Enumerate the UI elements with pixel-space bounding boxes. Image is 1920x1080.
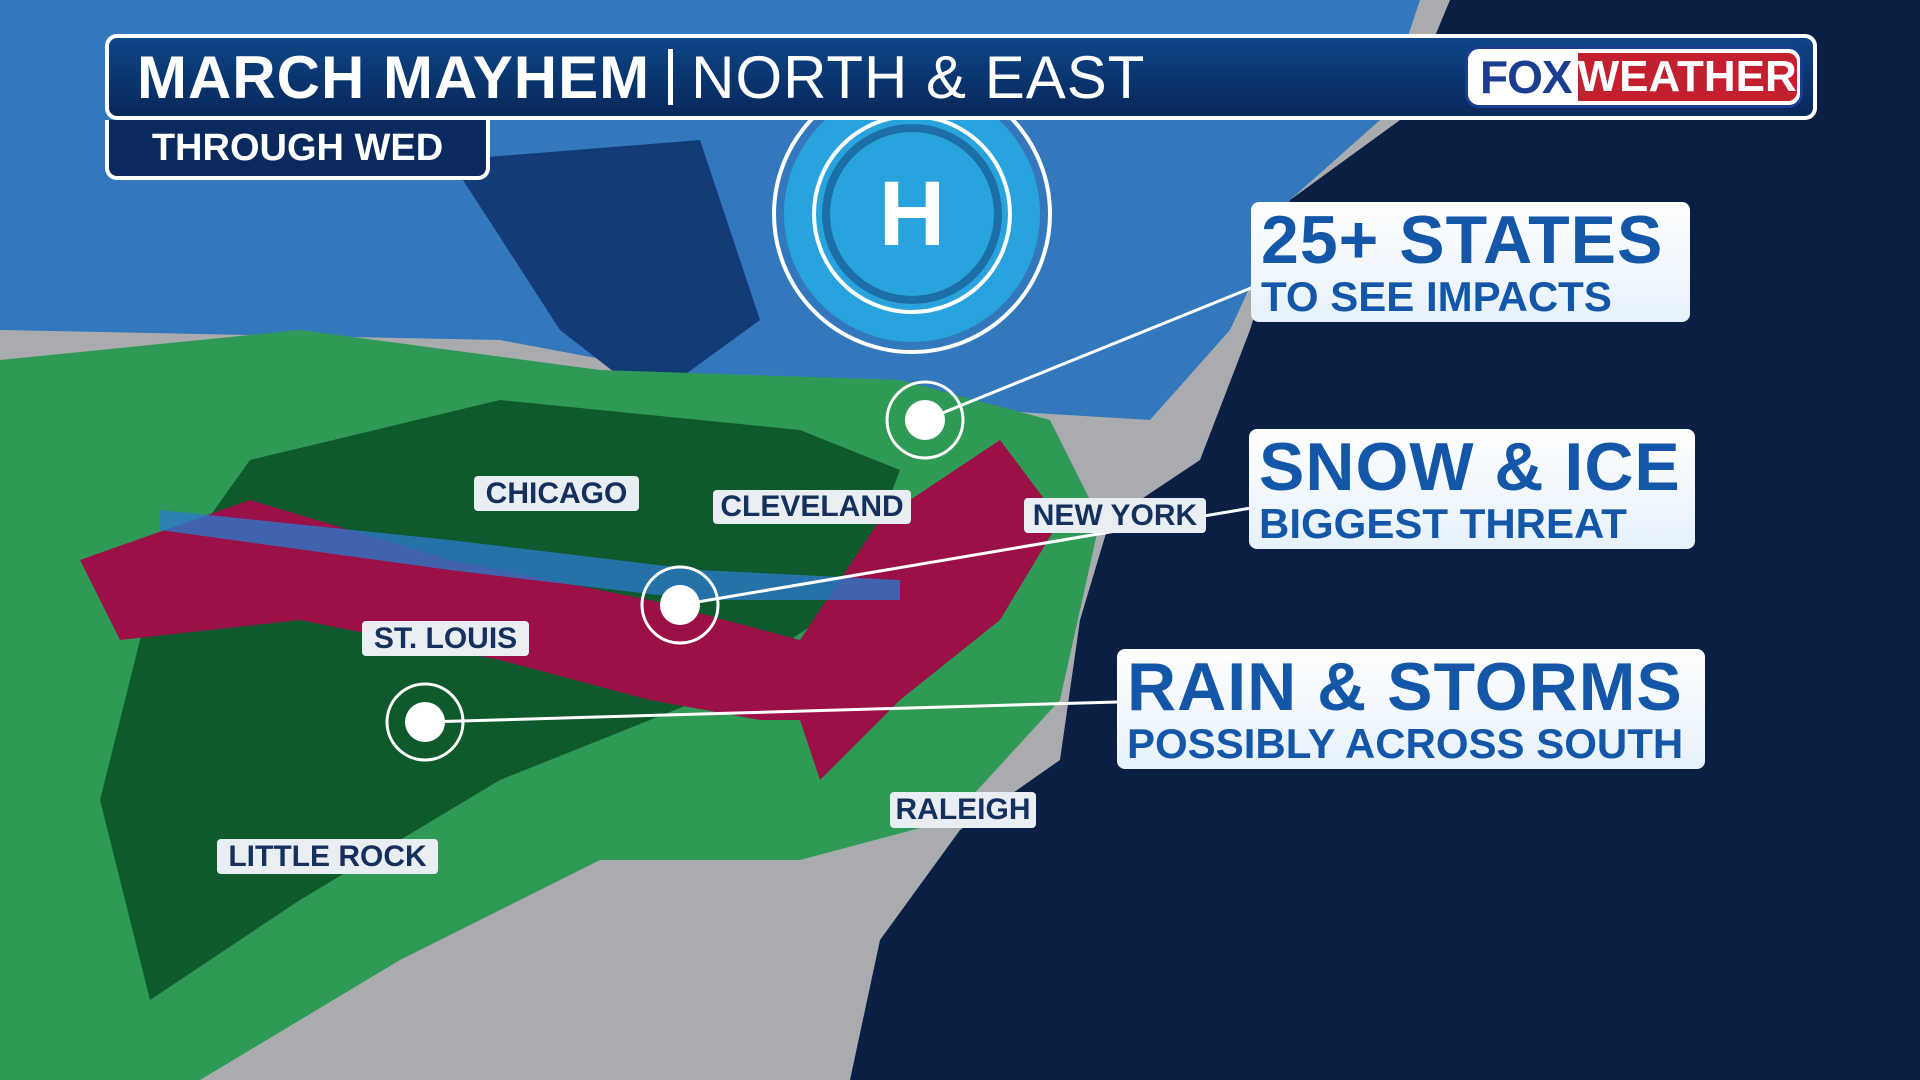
header-divider [668, 49, 674, 105]
pressure-label: H [879, 163, 945, 265]
callout-rain-storms: RAIN & STORMS POSSIBLY ACROSS SOUTH [1117, 649, 1705, 769]
header-title: MARCH MAYHEM [137, 43, 651, 111]
city-label-st-louis: ST. LOUIS [362, 621, 529, 656]
great-lakes [450, 140, 760, 400]
callout-line-3 [424, 700, 1118, 724]
callout-headline: RAIN & STORMS [1127, 649, 1683, 725]
city-label-raleigh: RALEIGH [890, 792, 1036, 828]
city-markers [385, 380, 965, 762]
marker-cleveland [885, 380, 965, 460]
header-subtitle: NORTH & EAST [691, 43, 1146, 111]
city-label-chicago: CHICAGO [474, 476, 639, 511]
callout-states: 25+ STATES TO SEE IMPACTS [1251, 202, 1690, 322]
city-label-cleveland: CLEVELAND [713, 490, 911, 524]
logo-weather: WEATHER [1577, 52, 1797, 101]
callout-line-1 [924, 286, 1252, 422]
callout-detail: BIGGEST THREAT [1259, 500, 1627, 547]
city-label-new-york: NEW YORK [1024, 498, 1206, 533]
logo-fox: FOX [1480, 51, 1573, 103]
callout-headline: SNOW & ICE [1259, 429, 1681, 505]
marker-indiana [640, 565, 720, 645]
ice-area [80, 440, 1060, 780]
callout-headline: 25+ STATES [1261, 202, 1664, 278]
timeframe-label: THROUGH WED [105, 120, 490, 180]
city-label-little-rock: LITTLE ROCK [217, 839, 438, 874]
snow-band [160, 510, 900, 600]
header-bar: MARCH MAYHEM NORTH & EAST FOX WEATHER [105, 34, 1817, 120]
callout-detail: POSSIBLY ACROSS SOUTH [1127, 720, 1684, 767]
fox-weather-logo: FOX WEATHER [1465, 46, 1803, 108]
callout-detail: TO SEE IMPACTS [1261, 273, 1612, 320]
pressure-high-symbol: H [772, 74, 1052, 354]
callout-snow-ice: SNOW & ICE BIGGEST THREAT [1249, 429, 1695, 549]
marker-st-louis [385, 682, 465, 762]
